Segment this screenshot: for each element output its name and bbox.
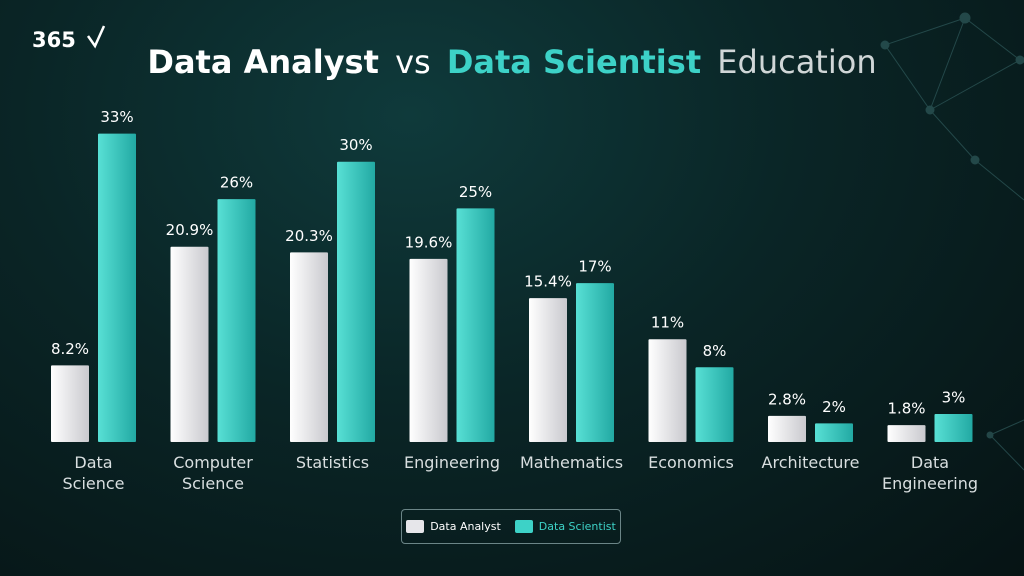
bar bbox=[290, 252, 328, 442]
x-tick-label: Architecture bbox=[761, 453, 860, 472]
value-label: 2% bbox=[822, 398, 846, 416]
value-label: 20.3% bbox=[285, 227, 333, 245]
x-tick-label: Engineering bbox=[404, 453, 500, 472]
legend: Data Analyst Data Scientist bbox=[401, 509, 621, 544]
title-part: Education bbox=[717, 43, 876, 81]
bar bbox=[887, 425, 926, 442]
chart-title: Data Analyst vs Data Scientist Education bbox=[147, 43, 876, 81]
bar bbox=[456, 208, 495, 442]
x-tick-label: Statistics bbox=[295, 453, 370, 472]
logo: 365 bbox=[32, 28, 76, 52]
x-tick-label: Data Engineering bbox=[882, 453, 978, 493]
legend-swatch bbox=[406, 520, 425, 533]
value-label: 3% bbox=[942, 388, 966, 406]
value-label: 26% bbox=[220, 174, 253, 192]
bar bbox=[768, 415, 806, 442]
title-part: vs bbox=[395, 43, 431, 81]
bar bbox=[529, 298, 567, 442]
title-part: Data Scientist bbox=[447, 43, 701, 81]
x-tick-label: Computer Science bbox=[173, 453, 253, 493]
value-label: 30% bbox=[339, 136, 372, 154]
bar bbox=[934, 413, 973, 442]
x-tick-label: Economics bbox=[648, 453, 734, 472]
legend-item: Data Analyst bbox=[406, 520, 501, 533]
legend-label: Data Analyst bbox=[430, 520, 501, 533]
bar bbox=[409, 258, 448, 442]
value-label: 11% bbox=[651, 314, 684, 332]
value-label: 8% bbox=[703, 342, 727, 360]
network-decoration bbox=[880, 12, 1024, 471]
x-tick-label: Data Science bbox=[62, 453, 125, 493]
value-label: 8.2% bbox=[51, 340, 89, 358]
title-part: Data Analyst bbox=[147, 43, 379, 81]
legend-item: Data Scientist bbox=[514, 520, 616, 533]
bar bbox=[98, 133, 136, 442]
bar bbox=[695, 367, 734, 442]
bar bbox=[51, 365, 89, 442]
bar bbox=[217, 199, 256, 442]
value-label: 19.6% bbox=[405, 233, 453, 251]
value-label: 20.9% bbox=[166, 221, 214, 239]
value-label: 1.8% bbox=[887, 400, 925, 418]
legend-swatch bbox=[514, 520, 533, 533]
bar bbox=[337, 161, 375, 442]
bar bbox=[815, 423, 853, 442]
value-label: 15.4% bbox=[524, 273, 572, 291]
value-label: 25% bbox=[459, 183, 492, 201]
value-label: 2.8% bbox=[768, 390, 806, 408]
value-label: 17% bbox=[578, 258, 611, 276]
bar bbox=[170, 246, 209, 442]
x-tick-label: Mathematics bbox=[519, 453, 624, 472]
bar bbox=[576, 283, 614, 442]
bar bbox=[648, 339, 687, 442]
logo-mark bbox=[86, 25, 106, 49]
value-label: 33% bbox=[100, 108, 133, 126]
legend-label: Data Scientist bbox=[538, 520, 616, 533]
